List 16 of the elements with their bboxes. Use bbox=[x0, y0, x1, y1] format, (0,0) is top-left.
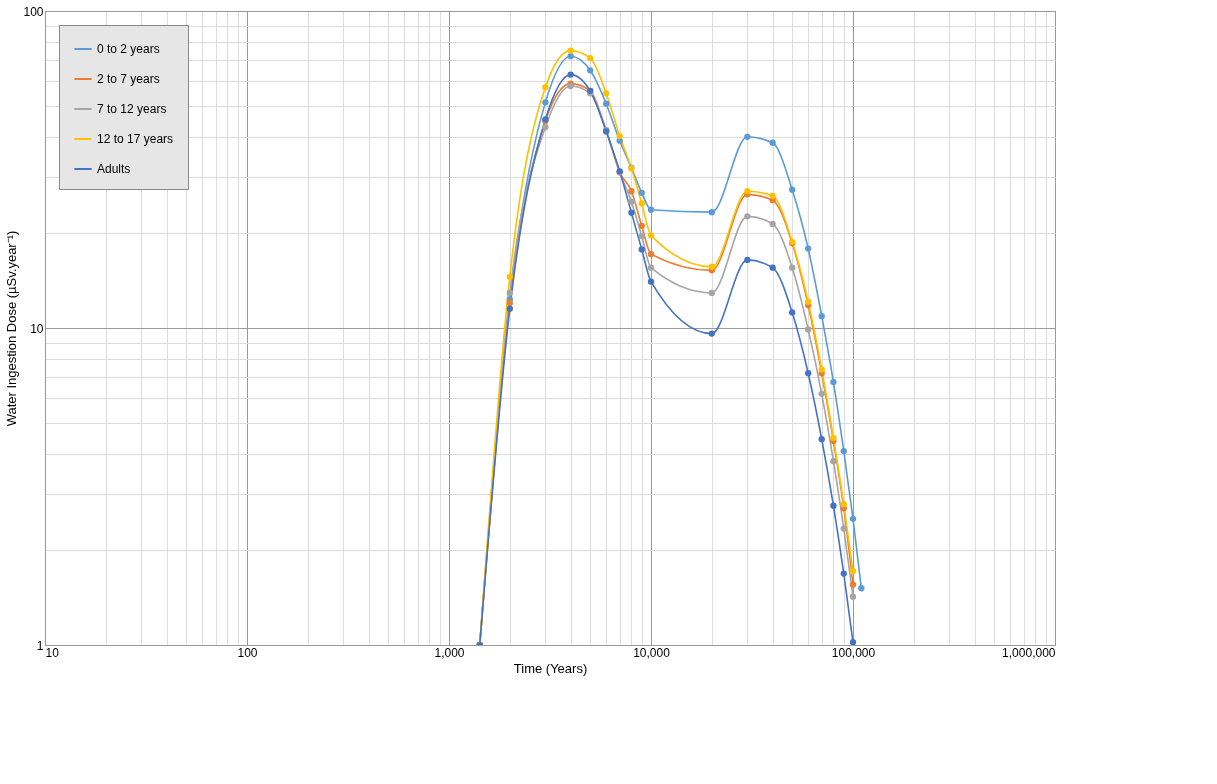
y-axis-title: Water Ingestion Dose (µSv.year⁻¹) bbox=[4, 230, 20, 427]
legend-label: Adults bbox=[97, 162, 131, 176]
x-tick-label: 100 bbox=[237, 645, 258, 660]
legend-label: 2 to 7 years bbox=[97, 72, 160, 86]
legend-label: 0 to 2 years bbox=[97, 42, 160, 56]
legend-label: 7 to 12 years bbox=[97, 102, 167, 116]
x-tick-label: 1,000 bbox=[434, 645, 465, 660]
x-tick-label: 10,000 bbox=[633, 645, 671, 660]
x-tick-label: 1,000,000 bbox=[1002, 645, 1056, 660]
x-tick-label: 100,000 bbox=[831, 645, 876, 660]
x-axis-title: Time (Years) bbox=[513, 660, 588, 676]
y-tick-label: 1 bbox=[36, 638, 44, 653]
y-tick-label: 100 bbox=[23, 4, 44, 19]
legend-label: 12 to 17 years bbox=[97, 132, 174, 146]
y-tick-label: 10 bbox=[30, 321, 44, 336]
x-tick-label: 10 bbox=[45, 645, 60, 660]
